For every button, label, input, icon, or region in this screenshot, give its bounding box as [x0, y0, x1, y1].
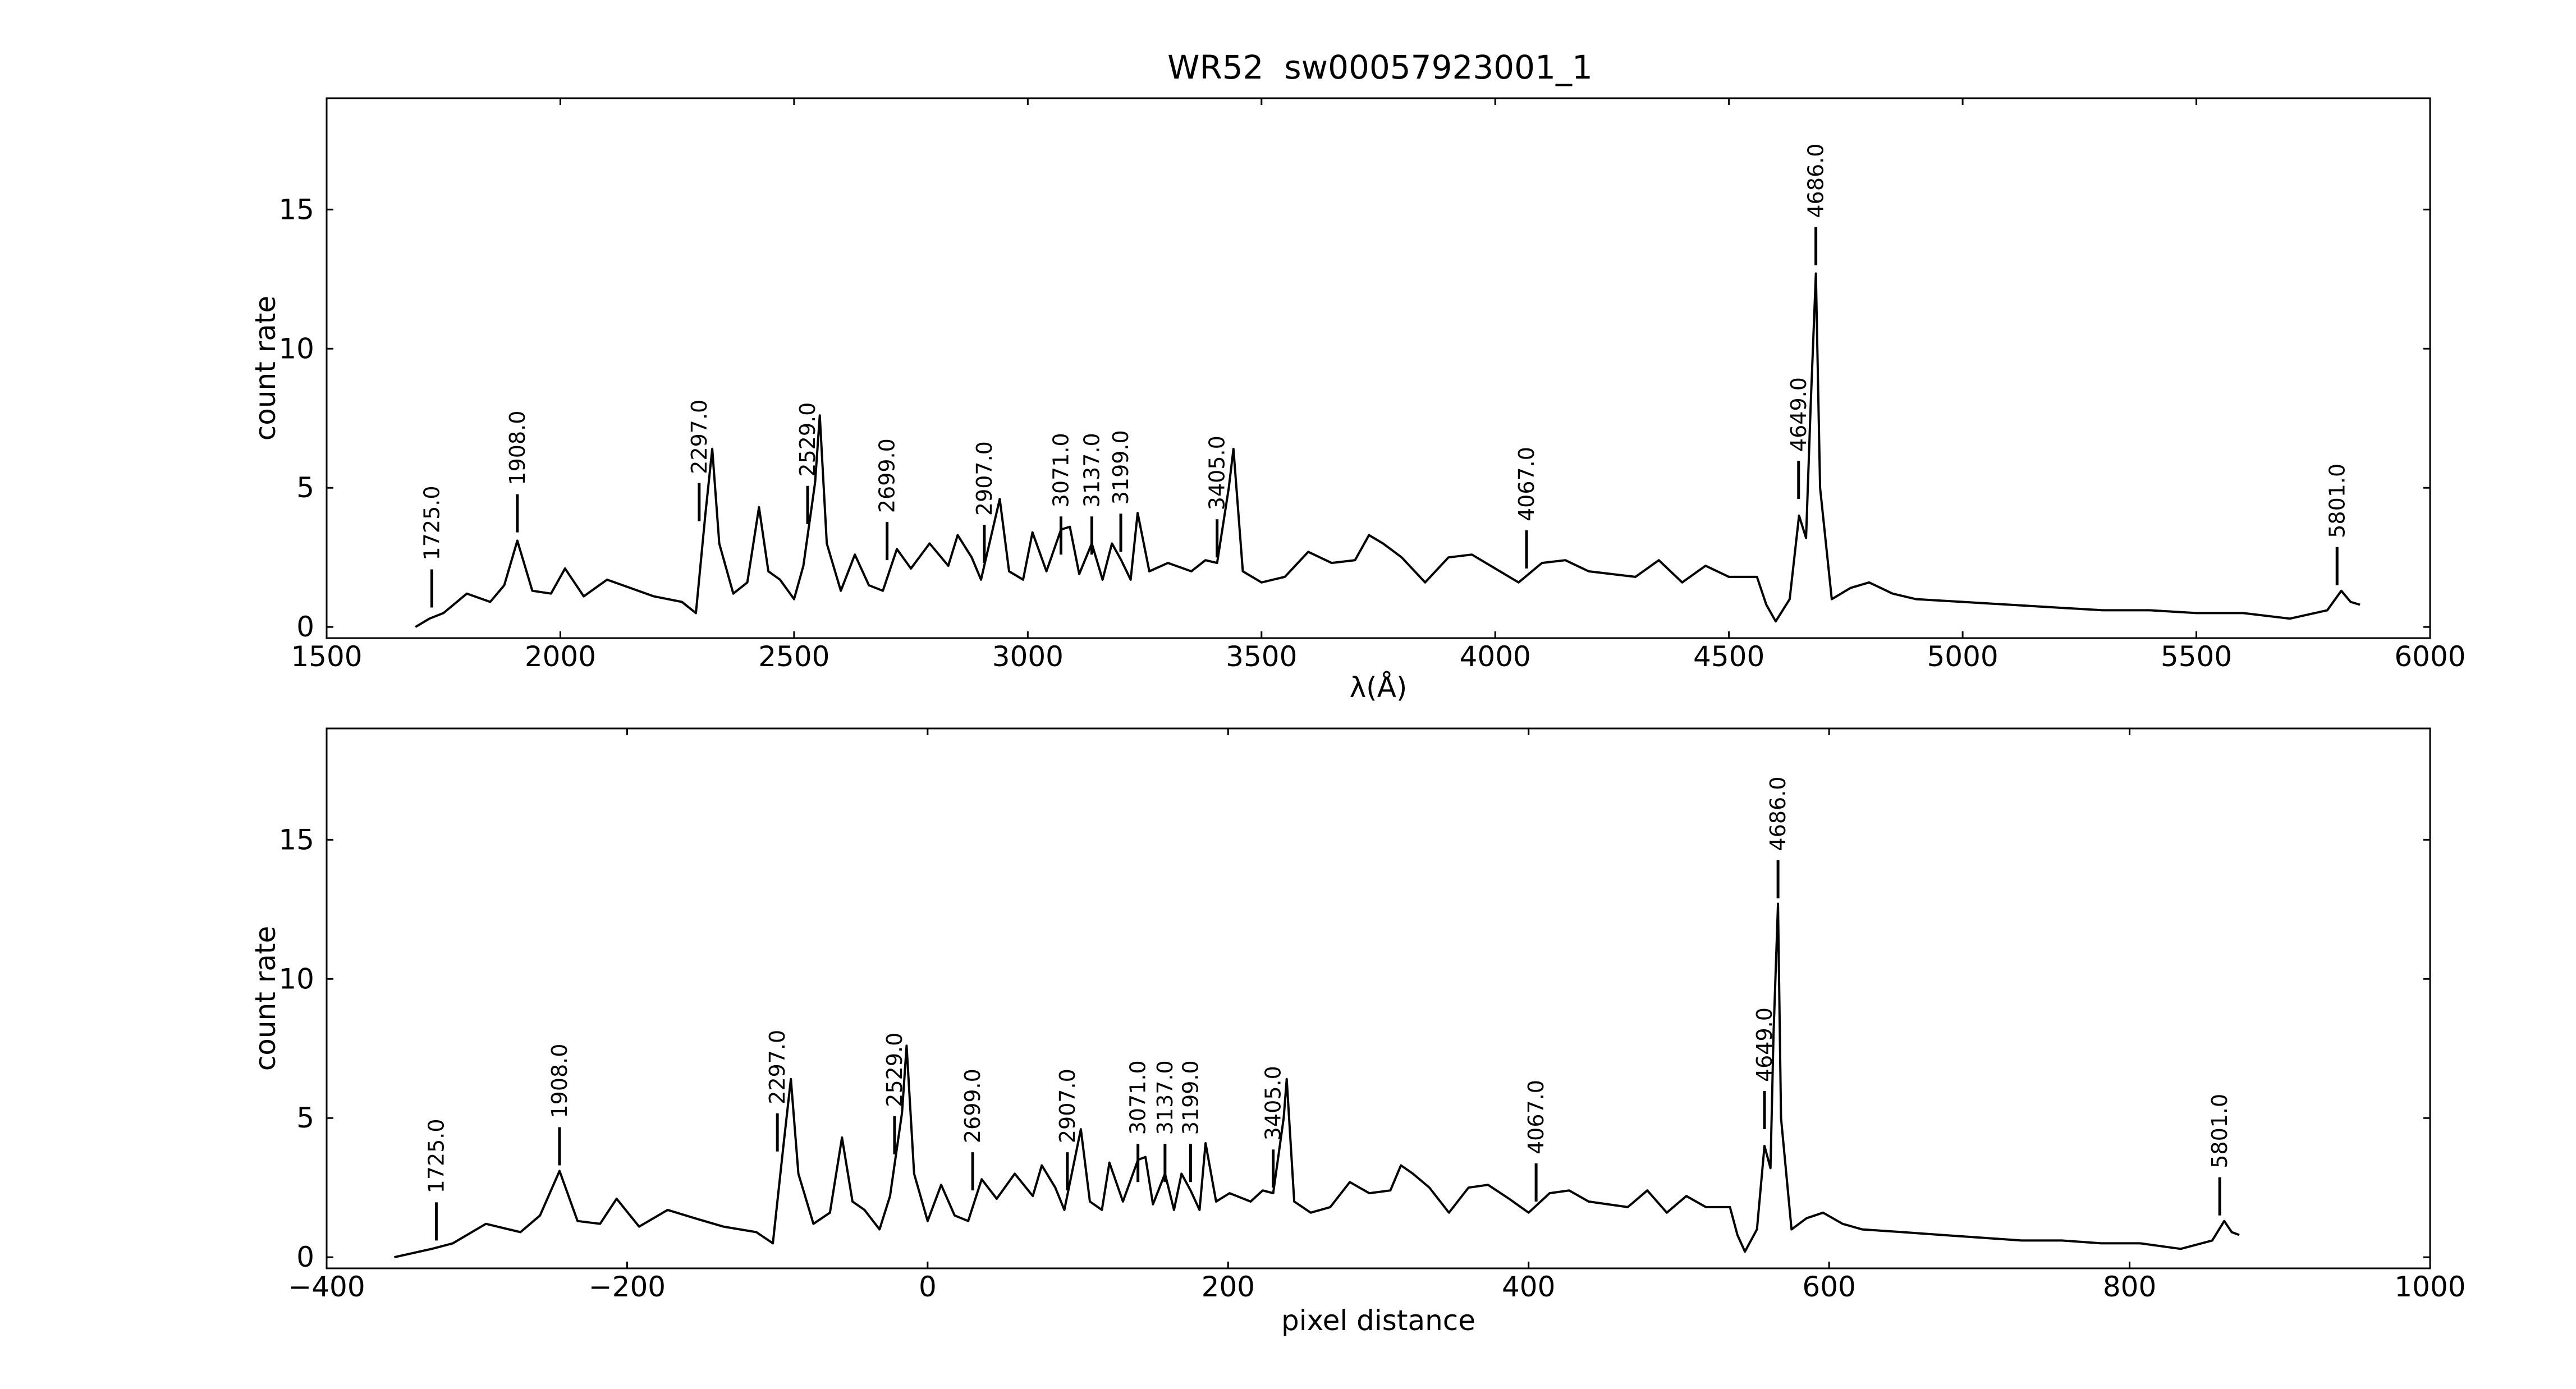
x-tick-label: 2000	[525, 640, 596, 673]
y-axis-label: count rate	[249, 926, 282, 1071]
x-tick-label: 800	[2103, 1271, 2156, 1303]
y-tick-label: 10	[278, 962, 314, 995]
y-tick-label: 5	[296, 471, 314, 504]
annotation-label: 3137.0	[1079, 433, 1104, 507]
x-tick-label: 4000	[1460, 640, 1531, 673]
annotation-label: 4067.0	[1524, 1080, 1548, 1154]
annotation-label: 3405.0	[1205, 436, 1230, 510]
x-tick-label: 1000	[2394, 1271, 2465, 1303]
chart-title: WR52 sw00057923001_1	[1167, 48, 1593, 86]
x-tick-label: 200	[1202, 1271, 1255, 1303]
x-tick-label: 0	[919, 1271, 937, 1303]
x-axis-label: pixel distance	[1281, 1304, 1475, 1337]
annotation-label: 1725.0	[419, 485, 444, 560]
x-tick-label: 1500	[291, 640, 362, 673]
annotation-label: 4649.0	[1786, 377, 1811, 452]
x-tick-label: 4500	[1693, 640, 1764, 673]
x-tick-label: 3500	[1226, 640, 1297, 673]
annotation-label: 3137.0	[1153, 1060, 1177, 1135]
x-tick-label: −400	[288, 1271, 365, 1303]
y-tick-label: 15	[278, 193, 314, 226]
annotation-label: 4686.0	[1804, 144, 1828, 218]
y-tick-label: 0	[296, 611, 314, 643]
x-tick-label: 5000	[1927, 640, 1998, 673]
y-tick-label: 15	[278, 823, 314, 856]
x-tick-label: 600	[1802, 1271, 1855, 1303]
annotation-label: 3071.0	[1126, 1060, 1151, 1135]
x-axis-label: λ(Å)	[1350, 671, 1408, 704]
x-tick-label: −200	[589, 1271, 666, 1303]
y-tick-label: 5	[296, 1102, 314, 1134]
annotation-label: 1908.0	[547, 1044, 572, 1118]
annotation-label: 2907.0	[1055, 1069, 1080, 1143]
axes-frame	[326, 97, 2431, 639]
annotation-label: 1725.0	[424, 1118, 448, 1193]
axes-frame	[326, 727, 2431, 1269]
spectrum-line	[394, 902, 2240, 1259]
annotation-label: 2907.0	[972, 441, 997, 516]
y-axis-label: count rate	[249, 296, 282, 441]
annotation-label: 3405.0	[1261, 1066, 1286, 1140]
annotation-label: 2529.0	[882, 1033, 907, 1107]
annotation-label: 5801.0	[2325, 464, 2349, 538]
annotation-label: 4067.0	[1514, 447, 1539, 521]
y-tick-label: 0	[296, 1241, 314, 1273]
x-tick-label: 400	[1502, 1271, 1555, 1303]
annotation-label: 2699.0	[875, 438, 900, 513]
annotation-label: 3199.0	[1178, 1060, 1203, 1135]
x-tick-label: 2500	[758, 640, 829, 673]
annotation-label: 2699.0	[960, 1069, 985, 1143]
x-tick-label: 6000	[2394, 640, 2465, 673]
annotation-label: 2297.0	[687, 400, 712, 474]
annotation-label: 1908.0	[505, 411, 530, 485]
spectrum-line	[415, 272, 2360, 628]
annotation-label: 3199.0	[1108, 430, 1133, 505]
annotation-label: 3071.0	[1048, 433, 1073, 507]
annotation-label: 4649.0	[1752, 1007, 1777, 1082]
annotation-label: 2297.0	[765, 1030, 790, 1104]
x-tick-label: 5500	[2161, 640, 2232, 673]
y-tick-label: 10	[278, 332, 314, 365]
annotation-label: 5801.0	[2207, 1094, 2232, 1168]
annotation-label: 2529.0	[795, 402, 820, 477]
annotation-label: 4686.0	[1766, 777, 1790, 851]
x-tick-label: 3000	[992, 640, 1064, 673]
